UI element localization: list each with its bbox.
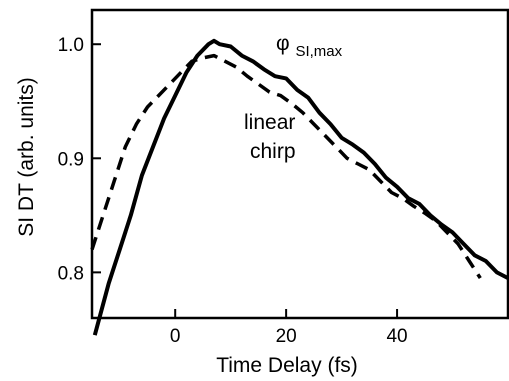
y-tick-label: 0.9 [58,149,84,170]
y-tick-label: 0.8 [58,263,84,284]
dashed-series-line [90,53,482,280]
y-tick-label: 1.0 [58,35,84,56]
linear-chirp-line2: chirp [250,140,296,163]
linear-chirp-line1: linear [244,111,295,134]
tick-marks [92,43,399,318]
x-tick-label: 40 [386,326,407,347]
x-tick-label: 20 [276,326,297,347]
series-layer [90,38,509,336]
plot-frame [90,8,509,320]
solid-series-line [92,38,509,336]
phi-symbol: φ [276,32,290,55]
x-axis-label: Time Delay (fs) [216,354,358,377]
x-tick-label: 0 [170,326,181,347]
y-axis-label: SI DT (arb. units) [15,77,38,237]
phi-annotation: φ SI,max [276,32,343,60]
phi-subscript: SI,max [295,43,342,60]
